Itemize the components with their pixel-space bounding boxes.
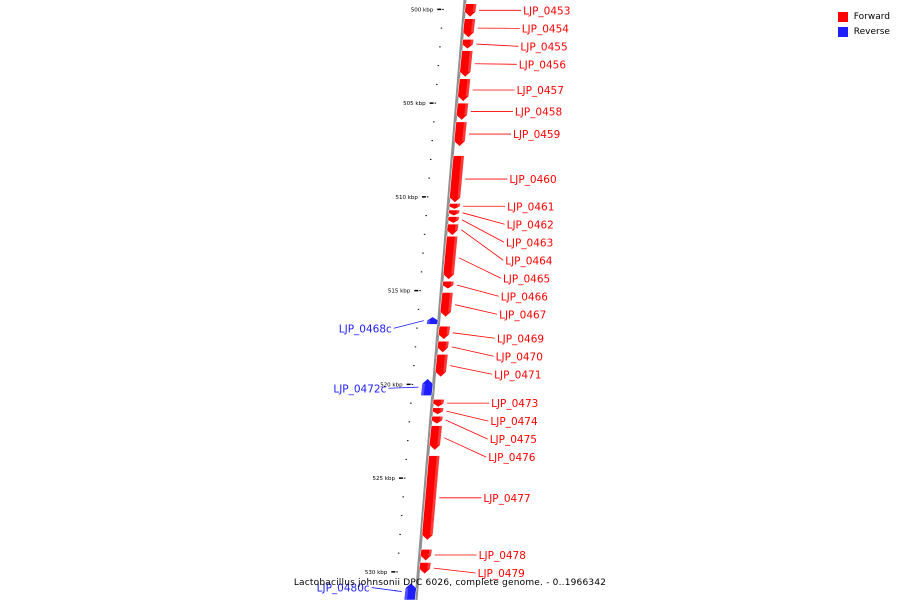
gene-ljp_0478[interactable] xyxy=(419,549,433,561)
gene-ljp_0477[interactable] xyxy=(421,455,441,541)
gene-label[interactable]: LJP_0454 xyxy=(522,23,570,35)
gene-ljp_0467[interactable] xyxy=(439,292,454,318)
label-leader xyxy=(371,587,402,592)
gene-label[interactable]: LJP_0471 xyxy=(494,369,541,381)
label-leader xyxy=(451,346,494,357)
gene-ljp_0479[interactable] xyxy=(418,562,432,575)
gene-ljp_0468c[interactable] xyxy=(426,316,439,325)
gene-label[interactable]: LJP_0455 xyxy=(520,41,567,53)
scale-label: 525 kbp xyxy=(373,476,396,482)
label-leader xyxy=(461,229,504,261)
legend-forward: Forward xyxy=(837,9,890,24)
gene-label[interactable]: LJP_0467 xyxy=(499,309,546,321)
gene-ljp_0462[interactable] xyxy=(448,209,461,216)
gene-ljp_0453[interactable] xyxy=(464,3,477,18)
label-leader xyxy=(445,419,488,440)
gene-label[interactable]: LJP_0461 xyxy=(507,201,554,213)
gene-features xyxy=(403,3,477,600)
forward-swatch xyxy=(837,11,848,22)
gene-ljp_0454[interactable] xyxy=(462,18,476,38)
label-leader xyxy=(444,437,487,458)
label-leader xyxy=(456,284,499,297)
gene-label[interactable]: LJP_0460 xyxy=(509,174,556,186)
legend-reverse: Reverse xyxy=(837,24,890,39)
label-leader xyxy=(452,332,495,339)
scale-label: 530 kbp xyxy=(365,570,388,576)
gene-label[interactable]: LJP_0463 xyxy=(506,237,553,249)
label-leader xyxy=(474,63,517,65)
gene-label[interactable]: LJP_0479 xyxy=(478,568,525,580)
gene-ljp_0466[interactable] xyxy=(442,281,455,290)
gene-ljp_0464[interactable] xyxy=(446,223,459,236)
gene-label[interactable]: LJP_0458 xyxy=(515,107,562,119)
scale-label: 510 kbp xyxy=(396,195,419,201)
gene-label[interactable]: LJP_0476 xyxy=(488,452,536,464)
gene-ljp_0469[interactable] xyxy=(438,326,451,340)
legend: Forward Reverse xyxy=(837,9,890,39)
gene-label[interactable]: LJP_0468c xyxy=(339,323,392,335)
gene-ljp_0475[interactable] xyxy=(431,416,444,425)
gene-ljp_0474[interactable] xyxy=(431,407,444,415)
gene-ljp_0480c[interactable] xyxy=(403,582,417,600)
gene-label[interactable]: LJP_0473 xyxy=(491,398,538,410)
gene-ljp_0456[interactable] xyxy=(459,50,474,78)
label-leader xyxy=(461,219,505,243)
gene-ljp_0463[interactable] xyxy=(447,216,460,224)
gene-ljp_0471[interactable] xyxy=(434,354,449,378)
reverse-swatch xyxy=(837,26,848,37)
gene-ljp_0455[interactable] xyxy=(461,39,475,50)
genome-axis xyxy=(414,0,467,600)
scale-label: 520 kbp xyxy=(380,382,403,388)
gene-label[interactable]: LJP_0474 xyxy=(490,416,538,428)
scale-label: 500 kbp xyxy=(411,7,434,13)
gene-label[interactable]: LJP_0470 xyxy=(496,351,543,363)
gene-label[interactable]: LJP_0466 xyxy=(501,291,549,303)
legend-reverse-label: Reverse xyxy=(853,26,890,37)
gene-label[interactable]: LJP_0462 xyxy=(507,219,554,231)
gene-label[interactable]: LJP_0478 xyxy=(479,550,526,562)
gene-ljp_0472c[interactable] xyxy=(420,378,434,396)
gene-label[interactable]: LJP_0465 xyxy=(503,273,550,285)
label-leader xyxy=(462,212,505,225)
label-leader xyxy=(388,386,419,389)
scale-label: 505 kbp xyxy=(403,101,426,107)
label-leader xyxy=(393,320,424,329)
gene-ljp_0458[interactable] xyxy=(455,102,469,121)
genome-caption: Lactobacillus johnsonii DPC 6026, comple… xyxy=(293,578,607,588)
gene-label[interactable]: LJP_0480c xyxy=(317,583,370,595)
scale-label: 515 kbp xyxy=(388,289,411,295)
gene-label[interactable]: LJP_0475 xyxy=(490,434,537,446)
legend-forward-label: Forward xyxy=(853,11,890,22)
gene-ljp_0465[interactable] xyxy=(442,236,458,280)
gene-ljp_0457[interactable] xyxy=(457,78,471,102)
gene-ljp_0470[interactable] xyxy=(436,341,450,353)
gene-label[interactable]: LJP_0472c xyxy=(333,383,386,395)
label-leader xyxy=(458,257,502,279)
scale-ticks: 500 kbp 505 kbp 510 kbp 515 kbp 520 kbp 525 k… xyxy=(365,7,444,592)
label-leader xyxy=(476,43,519,47)
label-leader xyxy=(455,304,498,315)
gene-ljp_0473[interactable] xyxy=(432,399,445,408)
gene-ljp_0459[interactable] xyxy=(453,121,468,147)
gene-label[interactable]: LJP_0477 xyxy=(483,493,530,505)
gene-ljp_0461[interactable] xyxy=(448,203,461,210)
gene-ljp_0460[interactable] xyxy=(449,155,465,203)
label-leader xyxy=(433,567,476,574)
gene-label[interactable]: LJP_0453 xyxy=(523,5,570,17)
gene-label[interactable]: LJP_0464 xyxy=(505,255,553,267)
gene-label[interactable]: LJP_0457 xyxy=(517,85,564,97)
gene-ljp_0476[interactable] xyxy=(428,425,443,451)
gene-label[interactable]: LJP_0456 xyxy=(519,59,567,71)
label-leader xyxy=(450,365,493,375)
label-leader xyxy=(446,410,489,422)
gene-labels: LJP_0453 LJP_0454 LJP_0455 LJP_0456 LJP_0457… xyxy=(317,5,571,594)
gene-label[interactable]: LJP_0469 xyxy=(497,333,544,345)
gene-label[interactable]: LJP_0459 xyxy=(513,129,560,141)
